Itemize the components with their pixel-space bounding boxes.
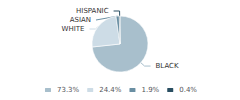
svg-text:HISPANIC: HISPANIC — [76, 7, 109, 15]
svg-text:WHITE: WHITE — [62, 25, 85, 33]
svg-text:24.4%: 24.4% — [99, 86, 122, 94]
svg-text:ASIAN: ASIAN — [70, 16, 91, 24]
svg-text:BLACK: BLACK — [156, 62, 179, 70]
svg-text:1.9%: 1.9% — [141, 86, 159, 94]
svg-text:73.3%: 73.3% — [57, 86, 80, 94]
svg-text:0.4%: 0.4% — [179, 86, 197, 94]
